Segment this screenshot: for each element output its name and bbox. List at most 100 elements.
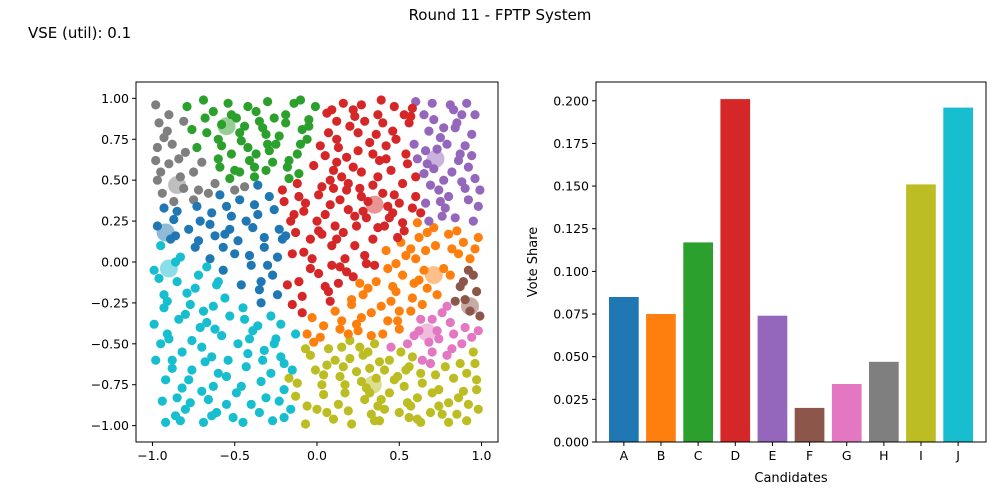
voter-point-d <box>391 134 401 144</box>
voter-point-i <box>462 368 472 378</box>
voter-point-b <box>356 313 366 323</box>
voter-point-b <box>470 244 480 254</box>
voter-point-i <box>335 371 345 382</box>
voter-point-d <box>368 180 378 190</box>
voter-point-d <box>386 165 396 175</box>
candidate-marker-g <box>418 323 437 342</box>
voter-point-d <box>355 183 365 193</box>
voter-point-h <box>156 167 166 177</box>
bar-d <box>720 99 751 442</box>
voter-point-b <box>335 324 345 334</box>
voter-point-j <box>287 365 297 375</box>
voter-point-j <box>258 355 268 365</box>
voter-point-d <box>343 178 353 189</box>
voter-point-d <box>294 277 304 287</box>
voter-point-b <box>355 278 365 288</box>
bar-c <box>683 242 713 442</box>
voter-point-b <box>401 250 411 261</box>
voter-point-h <box>152 175 162 185</box>
voter-point-d <box>332 234 342 244</box>
voter-point-a <box>272 290 283 300</box>
voter-point-i <box>302 401 312 411</box>
voter-point-j <box>241 362 251 372</box>
voter-point-i <box>473 404 483 414</box>
voter-point-c <box>198 95 209 105</box>
x-tick-label: C <box>694 448 703 463</box>
voter-point-h <box>189 167 199 177</box>
voter-point-b <box>391 259 401 269</box>
voter-point-d <box>373 223 383 233</box>
y-axis-label: Vote Share <box>526 227 541 298</box>
voter-point-j <box>279 385 289 395</box>
voter-point-a <box>215 190 225 200</box>
voter-point-b <box>411 254 421 264</box>
voter-point-j <box>180 309 190 319</box>
voter-point-j <box>198 306 209 316</box>
bar-b <box>646 314 676 442</box>
voter-point-c <box>192 142 202 153</box>
voter-point-d <box>337 172 347 182</box>
voter-point-a <box>220 229 230 239</box>
voter-point-j <box>210 324 220 334</box>
voter-point-h <box>151 100 161 110</box>
voter-point-c <box>284 173 294 184</box>
voter-point-g <box>460 322 470 333</box>
voter-point-d <box>345 121 355 131</box>
voter-point-c <box>254 116 264 126</box>
voter-point-j <box>279 412 289 423</box>
voter-point-c <box>297 124 307 135</box>
voter-point-e <box>409 139 419 149</box>
voter-point-i <box>310 365 320 375</box>
voter-point-b <box>366 331 376 341</box>
voter-point-j <box>231 388 241 398</box>
voter-point-c <box>295 139 306 149</box>
voter-point-d <box>300 198 311 208</box>
voter-point-d <box>327 241 337 251</box>
voter-point-a <box>241 216 251 226</box>
voter-point-d <box>353 128 363 138</box>
voter-point-d <box>342 152 352 162</box>
voter-point-j <box>149 319 159 329</box>
voter-point-d <box>416 208 426 218</box>
voter-point-f <box>450 296 460 306</box>
bar-a <box>609 297 639 442</box>
voter-point-j <box>195 322 205 333</box>
voter-point-j <box>276 319 286 329</box>
voter-point-e <box>463 162 473 172</box>
y-tick-label: 0.200 <box>553 93 589 108</box>
x-tick-label: E <box>768 448 776 463</box>
voter-point-i <box>444 398 454 408</box>
voter-point-j <box>207 411 217 421</box>
voter-point-d <box>378 188 388 198</box>
candidate-marker-a <box>156 223 175 242</box>
voter-point-h <box>230 185 240 195</box>
voter-point-g <box>417 355 427 365</box>
voter-point-j <box>172 277 182 287</box>
voter-point-e <box>437 211 447 221</box>
voter-point-a <box>269 205 279 215</box>
voter-point-e <box>457 110 467 120</box>
voter-point-c <box>294 169 304 179</box>
voter-point-i <box>292 378 302 388</box>
voter-point-a <box>254 285 264 295</box>
voter-point-g <box>416 314 426 324</box>
voter-point-d <box>365 137 375 148</box>
x-tick-label: B <box>657 448 666 463</box>
voter-point-j <box>233 339 243 349</box>
voter-point-i <box>366 409 376 419</box>
voter-point-i <box>291 391 301 401</box>
voter-point-e <box>444 191 454 202</box>
voter-point-c <box>249 172 260 182</box>
voter-point-j <box>217 331 227 341</box>
voter-point-i <box>444 417 454 427</box>
voter-point-c <box>249 162 260 172</box>
voter-point-b <box>414 232 424 243</box>
voter-point-i <box>453 393 464 403</box>
voter-point-a <box>256 277 266 287</box>
voter-point-j <box>208 381 218 391</box>
voter-point-i <box>389 375 399 385</box>
voter-point-a <box>172 206 182 216</box>
voter-point-i <box>330 355 340 365</box>
voter-point-i <box>430 370 441 380</box>
voter-point-i <box>416 368 426 378</box>
